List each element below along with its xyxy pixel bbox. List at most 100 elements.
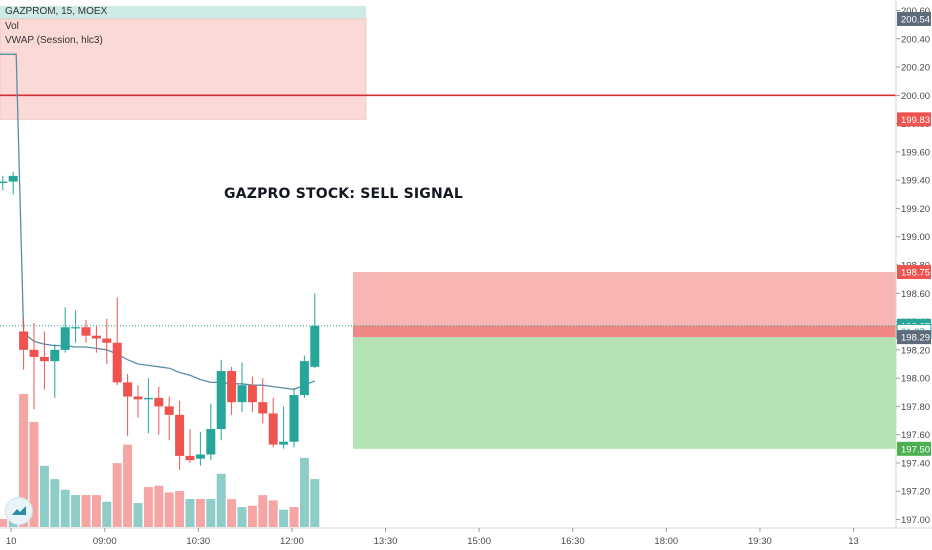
candle-body	[247, 385, 257, 403]
price-tick-label: 198.20	[901, 345, 930, 356]
time-tick-label: 19:30	[748, 536, 772, 547]
tradingview-logo[interactable]	[5, 497, 33, 525]
price-badge	[897, 265, 931, 280]
time-tick-label: 13:30	[374, 536, 398, 547]
price-badge	[897, 441, 931, 456]
price-tick-label: 198.60	[901, 289, 930, 300]
volume-bar	[112, 463, 122, 527]
time-tick-label: 09:00	[93, 536, 117, 547]
volume-bar	[19, 394, 29, 527]
legend-strip	[0, 5, 366, 19]
price-tick-label: 199.20	[901, 204, 930, 215]
candle-body	[175, 414, 185, 456]
legend-vwap[interactable]: VWAP (Session, hlc3)	[5, 35, 103, 46]
price-tick-label: 199.60	[901, 147, 930, 158]
price-badge	[897, 11, 931, 26]
price-badge-label: 199.83	[901, 115, 930, 126]
candle-body	[19, 331, 29, 350]
candle-body	[258, 402, 268, 414]
volume-bar	[154, 485, 164, 527]
volume-bar	[39, 465, 49, 527]
price-tick-label: 197.80	[901, 402, 930, 413]
candle-body	[216, 371, 226, 430]
volume-bar	[60, 489, 70, 527]
candle-body	[0, 181, 8, 183]
volume-bar	[71, 495, 81, 527]
legend-symbol[interactable]: GAZPROM, 15, MOEX	[5, 6, 108, 17]
volume-bar	[50, 479, 60, 527]
chart-annotation-text: GAZPRO STOCK: SELL SIGNAL	[224, 186, 464, 202]
price-tick-label: 200.20	[901, 63, 930, 74]
entry-band	[353, 325, 896, 338]
take-profit-zone	[353, 337, 896, 449]
price-badge	[897, 330, 931, 345]
price-tick-label: 200.00	[901, 91, 930, 102]
candle-body	[91, 335, 101, 339]
candle-body	[279, 441, 289, 445]
candle-body	[154, 397, 164, 407]
volume-bar	[164, 492, 174, 527]
logo-icon	[12, 506, 26, 515]
price-badge-label: 198.29	[901, 333, 930, 344]
volume-bar	[143, 487, 153, 527]
volume-bar	[102, 501, 112, 527]
legend-volume[interactable]: Vol	[5, 21, 19, 32]
candle-body	[60, 327, 70, 350]
volume-bar	[216, 473, 226, 527]
volume-bar	[195, 499, 205, 527]
volume-bar	[81, 495, 91, 527]
time-tick-label: 18:00	[654, 536, 678, 547]
price-tick-label: 199.40	[901, 176, 930, 187]
candle-body	[164, 406, 174, 415]
candle-body	[71, 327, 81, 329]
price-badge	[897, 112, 931, 127]
price-badge-label: 198.75	[901, 268, 930, 279]
price-tick-label: 197.20	[901, 487, 930, 498]
price-tick-label: 197.60	[901, 430, 930, 441]
volume-bar	[175, 491, 185, 527]
volume-bar	[237, 507, 247, 527]
candle-body	[112, 342, 122, 383]
time-tick-label: 13	[848, 536, 859, 547]
volume-bar	[0, 519, 8, 527]
volume-bar	[185, 499, 195, 527]
volume-bar	[279, 509, 289, 527]
volume-bar	[29, 421, 39, 527]
price-tick-label: 199.00	[901, 232, 930, 243]
candle-body	[81, 327, 91, 336]
candle-body	[268, 413, 278, 445]
price-tick-label: 200.40	[901, 34, 930, 45]
volume-bar	[268, 500, 278, 527]
time-tick-label: 12:00	[280, 536, 304, 547]
time-tick-label: 16:30	[561, 536, 585, 547]
volume-bar	[206, 499, 216, 527]
price-badge-label: 197.50	[901, 444, 930, 455]
price-tick-label: 197.40	[901, 458, 930, 469]
volume-bar	[258, 495, 268, 527]
price-tick-label: 200.60	[901, 6, 930, 17]
candle-body	[206, 429, 216, 455]
candle-body	[8, 175, 18, 182]
price-badge-label: 200.54	[901, 14, 930, 25]
volume-bar	[310, 479, 320, 527]
volume-bar	[299, 457, 309, 527]
candle-body	[39, 356, 49, 362]
candle-body	[185, 455, 195, 461]
time-tick-label: 10	[6, 536, 17, 547]
candle-body	[133, 396, 143, 400]
candle-body	[237, 385, 247, 403]
volume-bar	[133, 503, 143, 527]
time-tick-label: 10:30	[186, 536, 210, 547]
vwap-line	[0, 53, 316, 391]
candle-body	[299, 361, 309, 396]
volume-bar	[289, 507, 299, 527]
price-tick-label: 198.00	[901, 374, 930, 385]
volume-bar	[227, 499, 237, 527]
candle-body	[310, 325, 320, 367]
candle-body	[50, 349, 60, 362]
volume-bar	[247, 505, 257, 527]
candle-body	[29, 349, 39, 357]
candle-body	[143, 397, 153, 400]
